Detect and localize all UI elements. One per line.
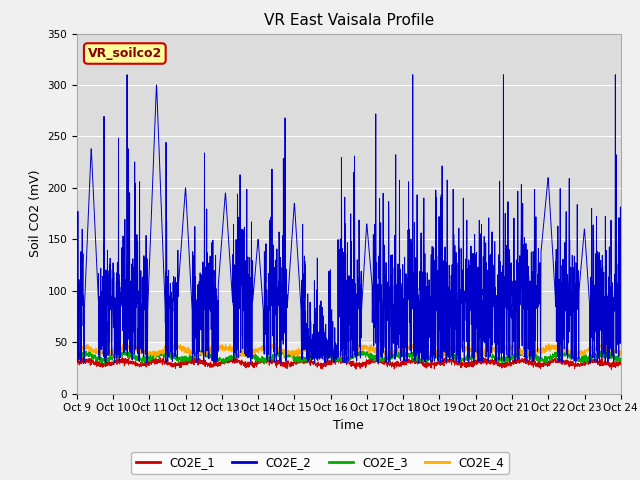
Legend: CO2E_1, CO2E_2, CO2E_3, CO2E_4: CO2E_1, CO2E_2, CO2E_3, CO2E_4 xyxy=(131,452,509,474)
X-axis label: Time: Time xyxy=(333,419,364,432)
Bar xyxy=(77,28,621,342)
Title: VR East Vaisala Profile: VR East Vaisala Profile xyxy=(264,13,434,28)
Text: VR_soilco2: VR_soilco2 xyxy=(88,47,162,60)
Y-axis label: Soil CO2 (mV): Soil CO2 (mV) xyxy=(29,170,42,257)
